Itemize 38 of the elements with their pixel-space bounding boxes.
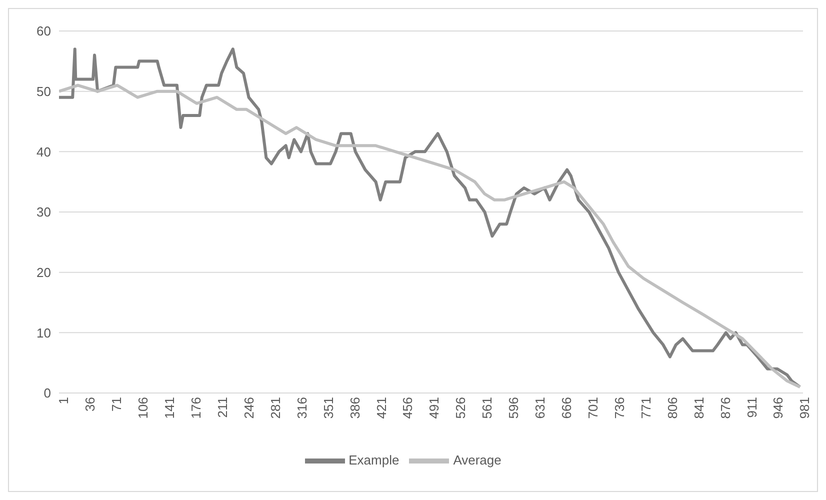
x-tick-label: 596 [506, 397, 522, 419]
x-tick-label: 491 [426, 397, 442, 419]
x-tick-label: 106 [136, 397, 151, 419]
y-tick-label: 60 [36, 24, 51, 39]
x-tick-label: 771 [638, 397, 654, 419]
legend-label: Average [453, 452, 502, 468]
x-tick-label: 946 [770, 397, 786, 419]
legend-label: Example [348, 452, 400, 468]
y-tick-label: 50 [36, 84, 51, 99]
y-tick-label: 10 [36, 325, 51, 340]
y-tick-label: 40 [36, 144, 51, 160]
x-tick-label: 316 [294, 397, 310, 419]
x-tick-label: 141 [162, 397, 178, 419]
x-tick-label: 701 [586, 397, 600, 419]
x-tick-label: 211 [215, 397, 230, 418]
x-tick-label: 176 [188, 397, 204, 419]
x-tick-label: 386 [347, 397, 362, 419]
x-tick-label: 561 [480, 397, 495, 419]
x-tick-label: 421 [374, 397, 389, 419]
x-tick-label: 456 [400, 397, 416, 419]
x-tick-label: 876 [718, 397, 733, 419]
x-tick-label: 736 [612, 397, 627, 419]
x-tick-label: 911 [744, 397, 760, 418]
x-tick-label: 71 [109, 397, 124, 412]
x-tick-label: 246 [241, 397, 256, 419]
x-tick-label: 526 [453, 397, 468, 419]
x-tick-label: 281 [268, 397, 283, 419]
x-tick-label: 1 [56, 397, 72, 404]
x-tick-label: 36 [82, 397, 98, 412]
x-tick-label: 981 [797, 397, 812, 419]
x-tick-label: 841 [691, 397, 706, 419]
x-tick-label: 351 [320, 397, 336, 419]
x-tick-label: 631 [532, 397, 548, 419]
x-tick-label: 666 [559, 397, 574, 419]
y-tick-label: 30 [36, 204, 51, 220]
y-tick-label: 0 [44, 386, 51, 401]
x-tick-label: 806 [664, 397, 680, 419]
y-tick-label: 20 [36, 264, 51, 280]
